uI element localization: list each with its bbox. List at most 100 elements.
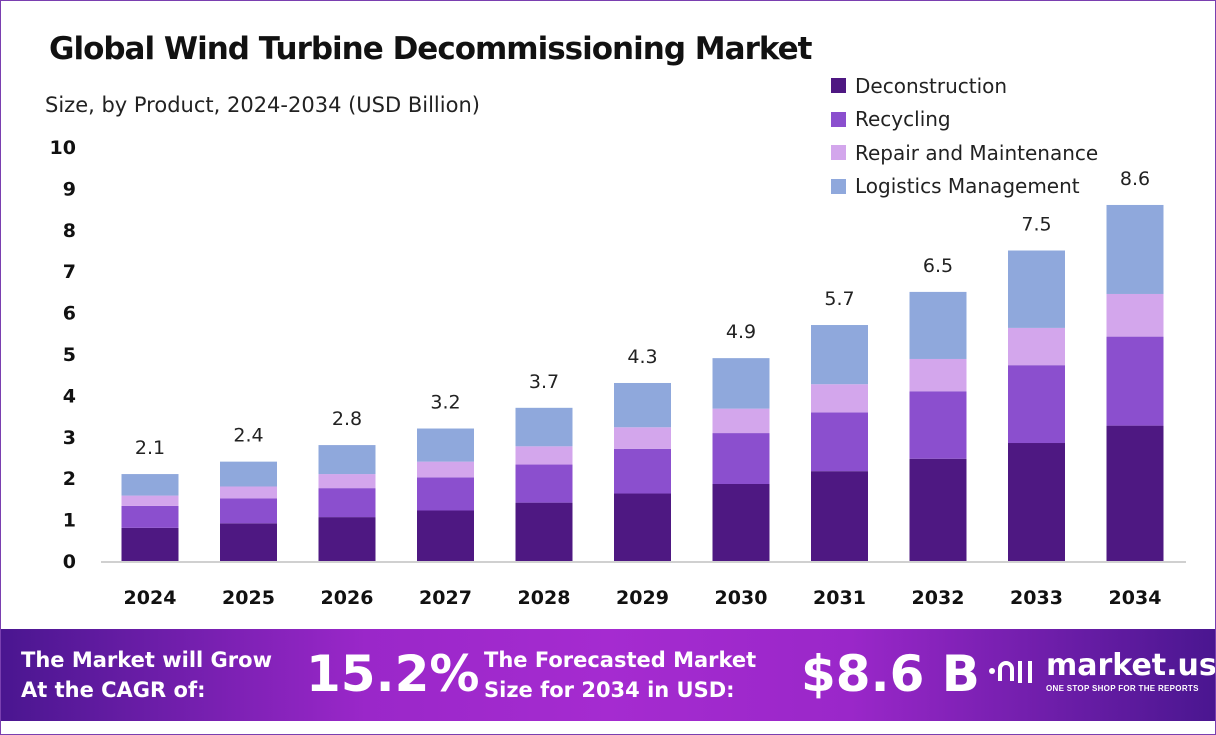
bar-segment-repair-and-maintenance [220, 486, 277, 499]
cagr-label-line2: At the CAGR of: [21, 678, 206, 702]
x-tick-label: 2027 [419, 587, 472, 609]
bar-chart: 0 1 2 3 4 5 6 7 8 9 10 2.1 2024 2.4 2025 2.8 2026 3.2 2027… [50, 137, 1186, 609]
x-tick-label: 2030 [715, 587, 768, 609]
y-tick-label: 8 [63, 220, 76, 242]
bar-segment-logistics-management [712, 358, 770, 409]
bar-segment-deconstruction [121, 527, 179, 561]
bar-segment-logistics-management [121, 474, 179, 496]
total-label: 3.2 [430, 392, 460, 414]
bar-segment-deconstruction [1106, 425, 1164, 561]
legend-label: Repair and Maintenance [855, 140, 1099, 165]
forecast-value: $8.6 B [801, 645, 980, 703]
bar-segment-logistics-management [1008, 250, 1065, 328]
total-label: 4.9 [726, 321, 756, 343]
y-tick-label: 7 [63, 261, 76, 283]
bar-segment-repair-and-maintenance [1106, 293, 1164, 337]
bar-segment-recycling [712, 433, 770, 484]
forecast-label-line2: Size for 2034 in USD: [484, 678, 735, 702]
legend-swatch [831, 145, 846, 161]
bar-segment-repair-and-maintenance [811, 384, 868, 413]
logo-text: market.us [1046, 648, 1216, 683]
bar-segment-deconstruction [417, 510, 474, 561]
total-label: 4.3 [627, 346, 657, 368]
bar-segment-deconstruction [811, 471, 868, 561]
legend-swatch [831, 111, 846, 127]
bar-segment-deconstruction [614, 493, 671, 561]
logo-tagline: ONE STOP SHOP FOR THE REPORTS [1046, 684, 1199, 693]
cagr-label-line1: The Market will Grow [21, 648, 272, 672]
total-label: 2.1 [135, 437, 165, 459]
bar-segment-deconstruction [909, 458, 967, 561]
y-tick-label: 9 [63, 178, 76, 200]
total-label: 2.8 [332, 408, 362, 430]
bar-segment-deconstruction [712, 483, 770, 561]
forecast-label: The Forecasted Market Size for 2034 in U… [484, 645, 756, 705]
bar-segment-recycling [121, 505, 179, 528]
legend-swatch [831, 78, 846, 94]
y-tick-label: 1 [63, 510, 76, 532]
x-tick-label: 2029 [616, 587, 669, 609]
legend-item: Deconstruction [831, 69, 1098, 103]
bar-segment-repair-and-maintenance [318, 474, 376, 489]
bar-segment-deconstruction [1008, 443, 1065, 561]
total-label: 3.7 [529, 371, 559, 393]
x-tick-label: 2025 [222, 587, 275, 609]
y-tick-label: 6 [63, 303, 76, 325]
bar-segment-repair-and-maintenance [712, 408, 770, 434]
legend-swatch [831, 178, 846, 194]
legend: Deconstruction Recycling Repair and Mainte… [831, 69, 1098, 203]
y-tick-label: 5 [63, 344, 76, 366]
bar-segment-recycling [417, 477, 474, 511]
x-tick-label: 2034 [1109, 587, 1162, 609]
bar-segment-logistics-management [614, 382, 671, 428]
bar-segment-logistics-management [1106, 204, 1164, 294]
legend-item: Recycling [831, 103, 1098, 137]
y-tick-label: 4 [63, 385, 76, 407]
summary-banner: The Market will Grow At the CAGR of: 15.… [1, 629, 1215, 721]
total-label: 5.7 [824, 288, 854, 310]
bar-segment-deconstruction [318, 517, 376, 561]
bar-segment-recycling [1106, 336, 1164, 426]
bar-segment-recycling [1008, 365, 1065, 444]
x-tick-label: 2026 [321, 587, 374, 609]
legend-item: Repair and Maintenance [831, 136, 1098, 170]
cagr-value: 15.2% [306, 645, 480, 703]
bar-segment-logistics-management [811, 325, 868, 385]
bar-segment-recycling [515, 464, 573, 503]
bar-segment-logistics-management [909, 291, 967, 359]
x-tick-label: 2033 [1010, 587, 1063, 609]
bar-segment-recycling [909, 391, 967, 459]
legend-label: Recycling [855, 107, 951, 132]
y-tick-label: 10 [50, 137, 76, 159]
bar-segment-repair-and-maintenance [121, 495, 179, 506]
chart-title: Global Wind Turbine Decommissioning Mark… [49, 31, 812, 67]
bar-segment-recycling [614, 448, 671, 494]
bar-segment-repair-and-maintenance [909, 358, 967, 392]
x-tick-label: 2028 [518, 587, 571, 609]
bar-segment-repair-and-maintenance [614, 427, 671, 449]
bar-segment-repair-and-maintenance [1008, 327, 1065, 366]
legend-label: Logistics Management [855, 174, 1080, 199]
bar-segment-logistics-management [318, 445, 376, 475]
total-label: 8.6 [1120, 168, 1150, 190]
market-us-logo: market.us ONE STOP SHOP FOR THE REPORTS [986, 648, 1216, 693]
x-tick-label: 2031 [813, 587, 866, 609]
total-label: 2.4 [233, 425, 263, 447]
bar-segment-recycling [220, 498, 277, 524]
legend-item: Logistics Management [831, 170, 1098, 204]
y-tick-label: 2 [63, 468, 76, 490]
bar-segment-deconstruction [220, 523, 277, 561]
legend-label: Deconstruction [855, 73, 1008, 98]
bar-segment-recycling [811, 412, 868, 472]
bar-segment-logistics-management [515, 407, 573, 447]
bar-segment-logistics-management [220, 461, 277, 487]
x-tick-label: 2032 [912, 587, 965, 609]
chart-subtitle: Size, by Product, 2024-2034 (USD Billion… [45, 93, 480, 117]
bar-segment-recycling [318, 488, 376, 518]
forecast-label-line1: The Forecasted Market [484, 648, 757, 672]
bar-segment-deconstruction [515, 502, 573, 561]
bar-segment-repair-and-maintenance [417, 461, 474, 478]
bar-segment-repair-and-maintenance [515, 446, 573, 465]
logo-mark-icon [989, 661, 1032, 683]
